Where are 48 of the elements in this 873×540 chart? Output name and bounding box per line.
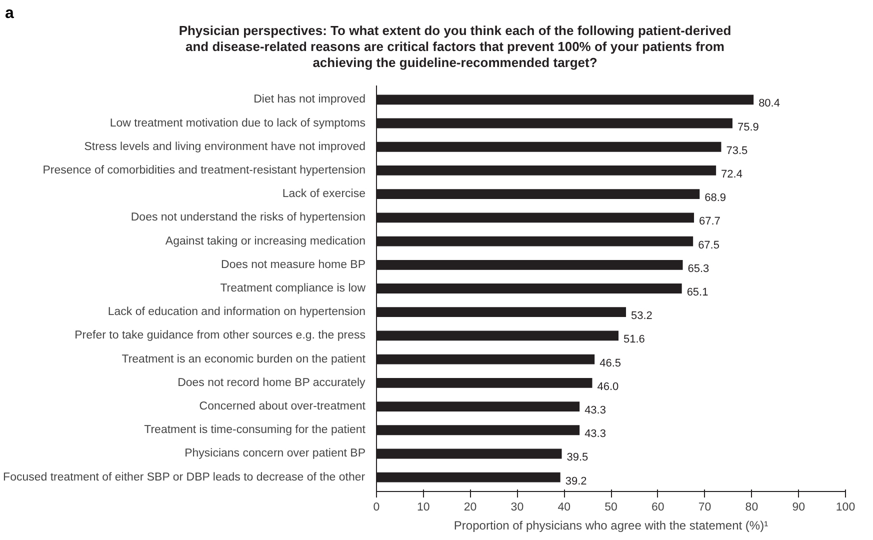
x-tick-label: 60 [652,502,664,514]
y-tick-label: Does not measure home BP [221,258,366,271]
y-tick-label: Focused treatment of either SBP or DBP leads to decrease of the other [3,471,366,484]
x-tick-label: 40 [558,502,570,514]
x-tick-label: 30 [510,502,524,514]
y-tick-label: Treatment is an economic burden on the patient [122,353,366,366]
data-label: 51.6 [624,334,645,346]
y-tick-label: Concerned about over-treatment [199,400,366,413]
x-tick-label: 100 [836,502,856,514]
data-label: 73.5 [726,144,748,157]
y-tick-label: Does not understand the risks of hypertension [130,212,366,224]
x-tick-label: 80 [745,502,758,514]
data-label: 80.4 [758,98,780,110]
y-tick-label: Low treatment motivation due to lack of symptoms [110,117,366,130]
y-tick-label: Stress levels and living environment have not improved [84,140,366,153]
data-label: 67.7 [699,216,720,228]
y-tick-label: Treatment compliance is low [220,282,366,294]
y-tick-label: Against taking or increasing medication [165,235,366,248]
y-tick-label: Diet has not improved [254,94,366,106]
x-tick-label: 0 [373,502,380,514]
data-label: 39.5 [566,452,588,464]
data-label: 72.4 [721,168,742,180]
x-tick-label: 50 [604,502,618,514]
data-label: 46.5 [600,357,622,370]
data-label: 39.2 [565,475,587,488]
x-axis-title: Proportion of physicians who agree with the statement (%)¹ [454,518,768,532]
data-label: 65.1 [686,286,708,298]
data-label: 53.2 [631,310,652,322]
y-tick-label: Lack of education and information on hypertension [108,306,366,318]
data-label: 68.9 [704,192,726,204]
y-tick-label: Lack of exercise [282,188,366,200]
data-label: 43.3 [584,404,606,417]
data-label: 65.3 [688,262,710,275]
y-tick-label: Presence of comorbidities and treatment-resistant hypertension [42,164,366,176]
text: a [5,5,15,23]
data-label: 67.5 [698,239,720,252]
y-tick-label: Prefer to take guidance from other sources e.g. the press [74,330,366,342]
data-label: 75.9 [737,121,759,134]
x-tick-label: 70 [698,502,712,514]
x-tick-label: 10 [417,502,430,514]
y-tick-label: Does not record home BP accurately [178,376,366,389]
y-tick-label: Physicians concern over patient BP [184,448,366,460]
x-tick-label: 20 [464,502,477,514]
y-tick-label: Treatment is time-consuming for the patient [144,424,366,436]
data-label: 43.3 [584,428,606,440]
data-label: 46.0 [597,380,619,393]
x-tick-label: 90 [792,502,805,514]
chart-title: Physician perspectives: To what extent do you think each of the following patient-derived and disease-related reasons are critical factors that prevent 100% of your patients from achieving the guideline-recommended target? [178,23,732,71]
